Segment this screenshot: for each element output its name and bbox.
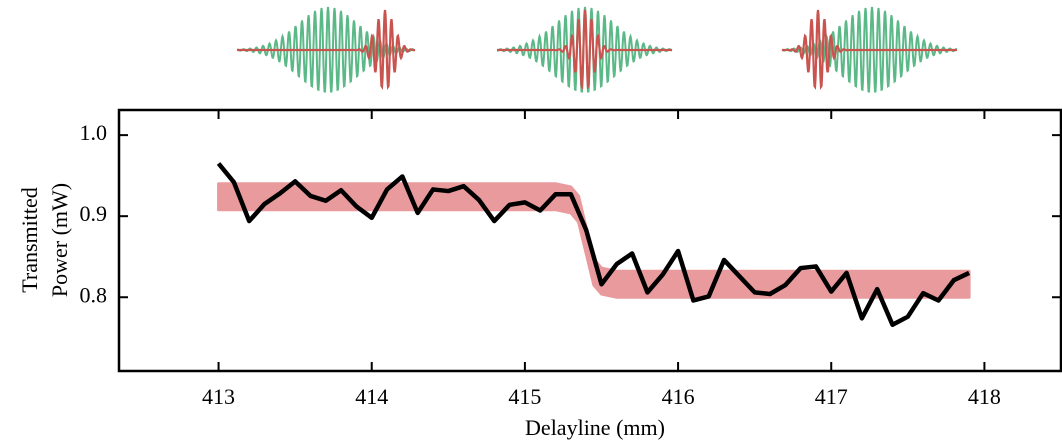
pulse bbox=[497, 9, 672, 90]
x-axis-label: Delayline (mm) bbox=[525, 415, 665, 440]
x-tick-label: 418 bbox=[968, 384, 1001, 409]
x-tick-label: 416 bbox=[662, 384, 695, 409]
plot-frame bbox=[117, 108, 1062, 373]
x-tick-label: 414 bbox=[355, 384, 388, 409]
pulse bbox=[236, 6, 416, 93]
fit-band bbox=[217, 182, 971, 299]
pulse bbox=[237, 9, 416, 90]
x-tick-label: 415 bbox=[508, 384, 541, 409]
y-tick-label: 0.8 bbox=[80, 282, 108, 307]
pulse bbox=[781, 9, 957, 90]
y-tick-label: 1.0 bbox=[80, 120, 108, 145]
pulse-illustrations bbox=[236, 6, 958, 93]
y-tick-label: 0.9 bbox=[80, 201, 108, 226]
pulse bbox=[781, 6, 958, 93]
x-tick-label: 413 bbox=[202, 384, 235, 409]
data-line bbox=[216, 162, 971, 328]
y-axis-label: Transmitted bbox=[17, 187, 42, 293]
x-tick-label: 417 bbox=[815, 384, 848, 409]
y-axis-label: Power (mW) bbox=[47, 183, 72, 297]
